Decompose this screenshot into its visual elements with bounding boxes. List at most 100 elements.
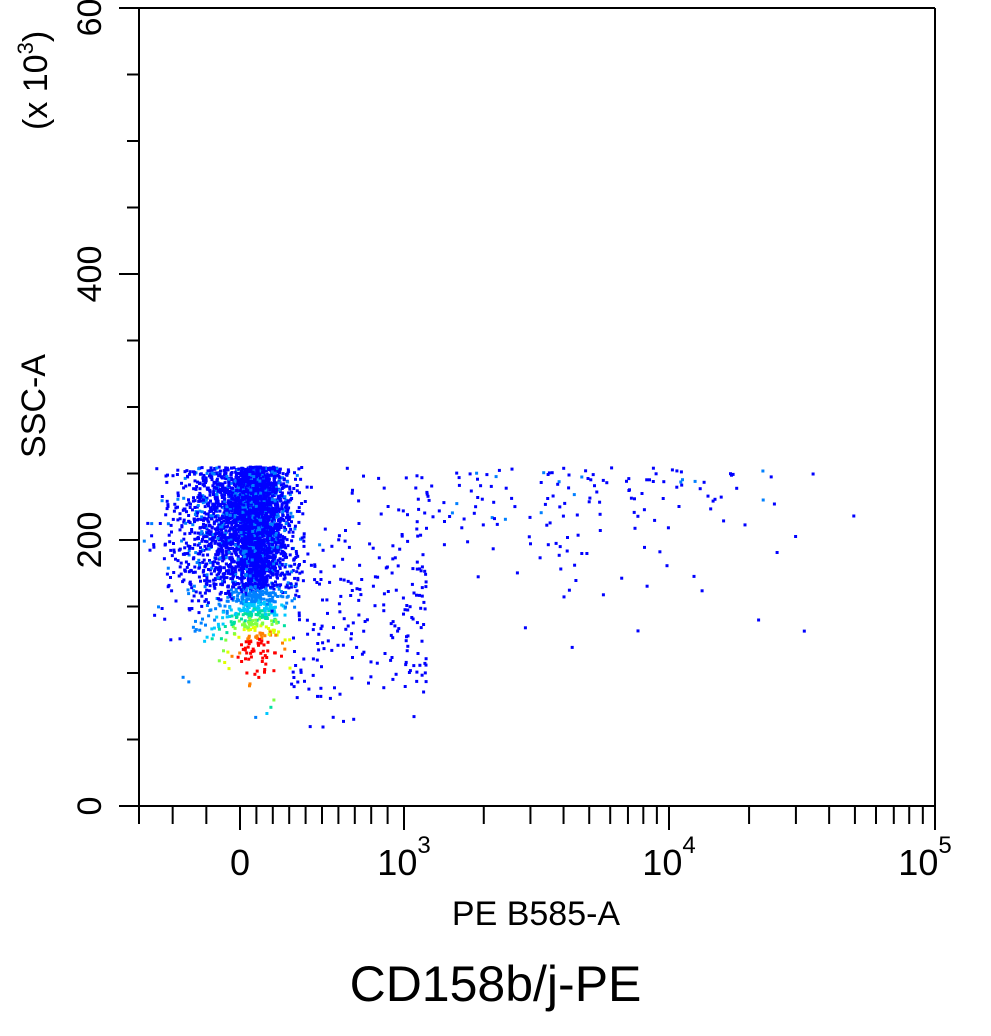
event-dot xyxy=(186,474,189,478)
event-dot xyxy=(268,467,272,471)
event-dot xyxy=(200,539,204,543)
event-dot xyxy=(240,516,244,519)
event-dot xyxy=(259,487,263,491)
event-dot xyxy=(247,597,251,601)
event-dot xyxy=(587,500,591,504)
event-dot xyxy=(223,470,227,474)
event-dot xyxy=(219,533,223,536)
event-dot xyxy=(279,583,283,587)
event-dot xyxy=(586,477,590,480)
event-dot xyxy=(288,485,292,489)
event-dot xyxy=(186,544,190,548)
event-dot xyxy=(281,536,285,540)
event-dot xyxy=(230,559,234,563)
event-dot xyxy=(223,580,226,584)
event-dot xyxy=(320,665,323,669)
event-dot xyxy=(302,560,306,563)
event-dot xyxy=(171,474,175,478)
event-dot xyxy=(283,495,287,499)
event-dot xyxy=(396,564,400,568)
event-dot xyxy=(247,640,251,644)
event-dot xyxy=(263,634,267,638)
event-dot xyxy=(253,574,257,578)
event-dot xyxy=(234,616,238,619)
event-dot xyxy=(244,486,248,490)
event-dot xyxy=(162,557,166,561)
event-dot xyxy=(213,541,217,545)
event-dot xyxy=(252,509,256,513)
event-dot xyxy=(264,488,268,492)
event-dot xyxy=(476,496,480,499)
event-dot xyxy=(241,471,245,475)
event-dot xyxy=(731,472,735,476)
event-dot xyxy=(410,616,414,619)
event-dot xyxy=(272,466,276,470)
event-dot xyxy=(207,515,211,519)
event-dot xyxy=(253,490,257,494)
event-dot xyxy=(245,501,249,505)
event-dot xyxy=(757,618,761,622)
event-dot xyxy=(306,632,310,636)
event-dot xyxy=(276,524,280,528)
event-dot xyxy=(278,518,282,522)
event-dot xyxy=(289,564,293,568)
event-dot xyxy=(280,654,283,658)
event-dot xyxy=(264,512,268,515)
event-dot xyxy=(216,568,220,572)
event-dot xyxy=(191,499,195,503)
event-dot xyxy=(242,621,246,625)
event-dot xyxy=(351,656,354,659)
event-dot xyxy=(244,549,248,553)
event-dot xyxy=(234,522,238,526)
event-dot xyxy=(235,553,239,557)
event-dot xyxy=(285,601,289,605)
event-dot xyxy=(239,544,243,548)
event-dot xyxy=(238,609,242,613)
event-dot xyxy=(224,592,228,595)
event-dot xyxy=(263,616,267,620)
event-dot xyxy=(247,636,251,639)
event-dot xyxy=(275,510,278,514)
event-dot xyxy=(237,619,241,623)
event-dot xyxy=(277,587,281,591)
event-dot xyxy=(297,595,301,599)
event-dot xyxy=(231,486,235,490)
event-dot xyxy=(249,564,253,567)
event-dot xyxy=(234,502,238,506)
event-dot xyxy=(210,517,214,521)
event-dot xyxy=(229,481,233,485)
event-dot xyxy=(164,513,168,517)
event-dot xyxy=(201,617,204,621)
event-dot xyxy=(317,648,321,652)
event-dot xyxy=(457,483,461,487)
event-dot xyxy=(158,522,162,525)
event-dot xyxy=(227,539,231,543)
event-dot xyxy=(244,545,248,549)
event-dot xyxy=(264,469,268,472)
event-dot xyxy=(408,605,412,609)
event-dot xyxy=(240,660,244,663)
event-dot xyxy=(273,531,277,534)
event-dot xyxy=(241,623,244,627)
event-dot xyxy=(265,553,269,557)
event-dot xyxy=(255,551,259,555)
event-dot xyxy=(196,511,200,515)
event-dot xyxy=(253,550,257,553)
event-dot xyxy=(268,606,272,609)
event-dot xyxy=(232,502,236,506)
event-dot xyxy=(282,550,286,554)
event-dot xyxy=(271,582,275,586)
event-dot xyxy=(257,675,261,679)
event-dot xyxy=(213,577,217,581)
event-dot xyxy=(257,611,261,615)
event-dot xyxy=(241,485,245,489)
event-dot xyxy=(651,466,655,470)
event-dot xyxy=(285,555,288,559)
event-dot xyxy=(221,610,225,614)
event-dot xyxy=(291,569,295,573)
event-dot xyxy=(242,528,246,531)
event-dot xyxy=(229,538,233,542)
event-dot xyxy=(277,630,281,634)
event-dot xyxy=(193,470,197,474)
event-dot xyxy=(713,497,717,501)
